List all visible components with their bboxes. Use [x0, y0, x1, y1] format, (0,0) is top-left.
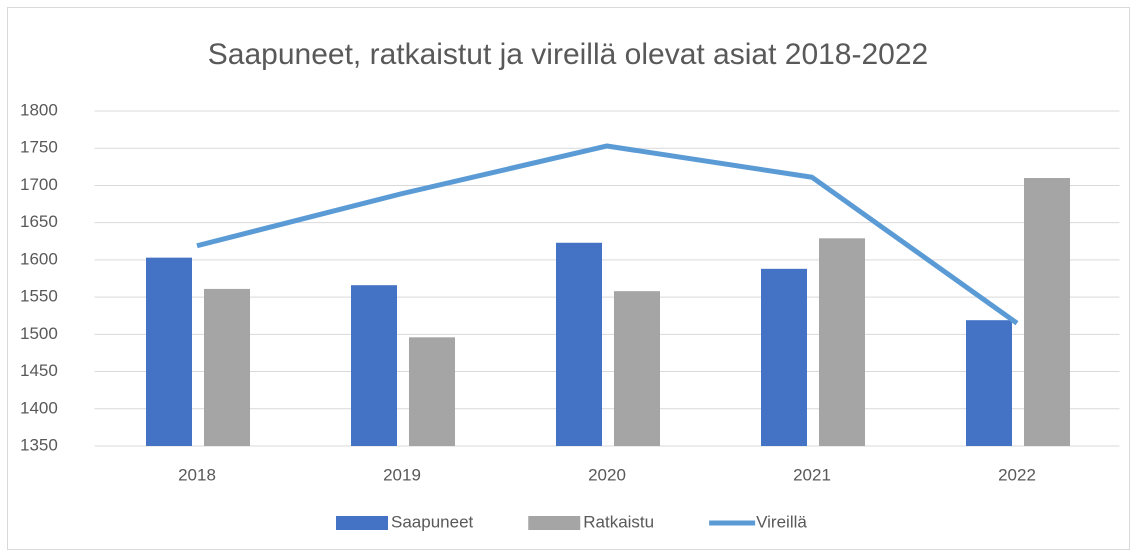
x-tick-label: 2022 — [998, 465, 1036, 484]
legend-label: Saapuneet — [391, 512, 474, 531]
bar — [556, 242, 602, 446]
legend-label: Ratkaistu — [583, 512, 654, 531]
line — [196, 143, 1019, 326]
x-tick-label: 2021 — [793, 465, 831, 484]
bar — [966, 320, 1012, 446]
y-tick-label: 1750 — [20, 138, 58, 157]
y-tick-label: 1450 — [20, 361, 58, 380]
bar — [146, 257, 192, 446]
y-tick-label: 1500 — [20, 324, 58, 343]
bar — [761, 268, 807, 446]
y-tick-label: 1400 — [20, 398, 58, 417]
y-tick-label: 1650 — [20, 212, 58, 231]
y-tick-label: 1350 — [20, 435, 58, 454]
bar — [614, 291, 660, 446]
x-tick-label: 2018 — [178, 465, 216, 484]
bar — [204, 288, 250, 446]
bar — [409, 337, 455, 446]
x-tick-label: 2020 — [588, 465, 626, 484]
legend-label: Vireillä — [756, 512, 807, 531]
chart-title: Saapuneet, ratkaistut ja vireillä olevat… — [208, 38, 928, 71]
bar — [351, 285, 397, 446]
bar — [1024, 178, 1070, 446]
y-tick-label: 1800 — [20, 100, 58, 119]
bar — [819, 238, 865, 446]
y-tick-label: 1550 — [20, 287, 58, 306]
y-tick-label: 1700 — [20, 175, 58, 194]
x-tick-label: 2019 — [383, 465, 421, 484]
legend-swatch — [528, 516, 581, 530]
legend-swatch — [336, 516, 388, 530]
y-tick-label: 1600 — [20, 249, 58, 268]
